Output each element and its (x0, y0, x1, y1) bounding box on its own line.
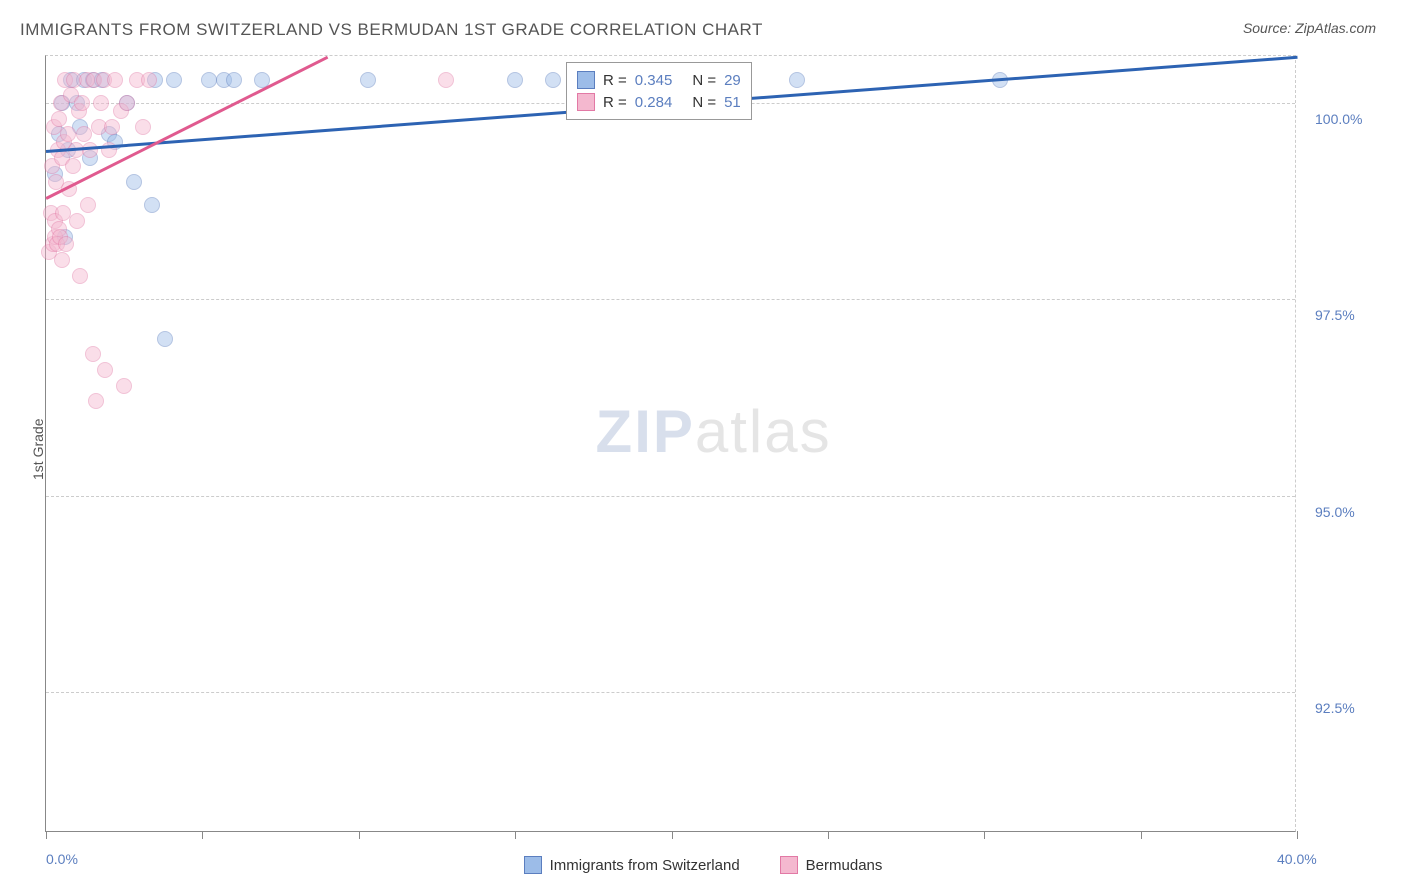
data-point (85, 346, 101, 362)
legend-inset-row: R = 0.345 N = 29 (577, 69, 741, 91)
gridline (46, 692, 1295, 693)
data-point (74, 95, 90, 111)
legend-inset-row: R = 0.284 N = 51 (577, 91, 741, 113)
r-value: 0.284 (635, 94, 673, 111)
data-point (507, 72, 523, 88)
swatch-icon (577, 71, 595, 89)
data-point (88, 393, 104, 409)
data-point (104, 119, 120, 135)
legend-label-bermudan: Bermudans (806, 857, 883, 874)
swatch-icon (577, 93, 595, 111)
source-name: ZipAtlas.com (1295, 20, 1376, 36)
y-tick-label: 95.0% (1315, 504, 1355, 520)
data-point (126, 174, 142, 190)
data-point (54, 252, 70, 268)
chart-area: ZIPatlas 92.5%95.0%97.5%100.0%0.0%40.0%R… (45, 55, 1296, 832)
data-point (141, 72, 157, 88)
x-tick (515, 831, 516, 839)
x-tick (46, 831, 47, 839)
gridline (46, 299, 1295, 300)
data-point (157, 331, 173, 347)
data-point (76, 126, 92, 142)
data-point (116, 378, 132, 394)
r-label: R = (603, 94, 627, 111)
x-tick (984, 831, 985, 839)
data-point (201, 72, 217, 88)
r-value: 0.345 (635, 72, 673, 89)
n-label: N = (692, 94, 716, 111)
y-axis-title: 1st Grade (30, 419, 46, 480)
data-point (72, 268, 88, 284)
data-point (166, 72, 182, 88)
data-point (135, 119, 151, 135)
plot-area: ZIPatlas 92.5%95.0%97.5%100.0%0.0%40.0%R… (45, 55, 1296, 832)
x-tick (1141, 831, 1142, 839)
n-label: N = (692, 72, 716, 89)
chart-header: IMMIGRANTS FROM SWITZERLAND VS BERMUDAN … (0, 0, 1406, 45)
legend-label-swiss: Immigrants from Switzerland (550, 857, 740, 874)
data-point (97, 362, 113, 378)
chart-title: IMMIGRANTS FROM SWITZERLAND VS BERMUDAN … (20, 20, 763, 40)
y-tick-label: 92.5% (1315, 700, 1355, 716)
data-point (226, 72, 242, 88)
n-value: 51 (724, 94, 741, 111)
legend-bottom: Immigrants from Switzerland Bermudans (0, 856, 1406, 874)
data-point (80, 197, 96, 213)
data-point (69, 213, 85, 229)
data-point (119, 95, 135, 111)
watermark: ZIPatlas (596, 397, 832, 466)
data-point (360, 72, 376, 88)
watermark-zip: ZIP (596, 398, 695, 465)
x-tick (672, 831, 673, 839)
y-tick-label: 100.0% (1315, 111, 1362, 127)
data-point (58, 236, 74, 252)
data-point (60, 126, 76, 142)
x-tick (1297, 831, 1298, 839)
x-tick (359, 831, 360, 839)
y-tick-label: 97.5% (1315, 307, 1355, 323)
n-value: 29 (724, 72, 741, 89)
data-point (107, 72, 123, 88)
data-point (144, 197, 160, 213)
data-point (65, 158, 81, 174)
data-point (438, 72, 454, 88)
data-point (82, 142, 98, 158)
legend-item-bermudan: Bermudans (780, 856, 883, 874)
swatch-swiss-icon (524, 856, 542, 874)
watermark-atlas: atlas (695, 398, 832, 465)
legend-item-swiss: Immigrants from Switzerland (524, 856, 740, 874)
r-label: R = (603, 72, 627, 89)
x-tick (828, 831, 829, 839)
data-point (93, 95, 109, 111)
data-point (51, 111, 67, 127)
x-tick (202, 831, 203, 839)
data-point (545, 72, 561, 88)
legend-inset: R = 0.345 N = 29 R = 0.284 N = 51 (566, 62, 752, 120)
source-prefix: Source: (1243, 20, 1295, 36)
data-point (789, 72, 805, 88)
chart-source: Source: ZipAtlas.com (1243, 20, 1376, 36)
gridline (46, 496, 1295, 497)
swatch-bermudan-icon (780, 856, 798, 874)
